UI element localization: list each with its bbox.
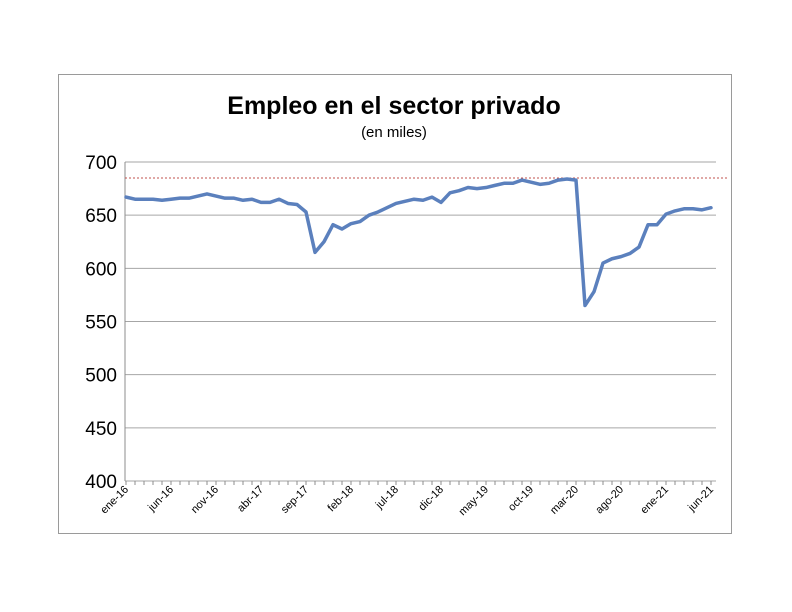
- x-tick-label: sep-17: [279, 484, 311, 516]
- y-tick-label: 700: [85, 153, 117, 174]
- y-tick-label: 600: [85, 259, 117, 280]
- x-tick-label: jul-18: [373, 484, 401, 512]
- y-tick-label: 550: [85, 313, 117, 334]
- x-tick-label: ago-20: [593, 484, 626, 517]
- line-chart: Empleo en el sector privado (en miles) 4…: [85, 92, 728, 518]
- chart-subtitle: (en miles): [361, 124, 427, 141]
- x-tick-label: oct-19: [506, 484, 536, 514]
- gridlines: [125, 161, 716, 482]
- x-tick-label: nov-16: [189, 484, 221, 516]
- x-tick-label: jun-16: [145, 484, 176, 515]
- x-tick-label: ene-21: [638, 484, 671, 517]
- x-tick-label: mar-20: [548, 484, 581, 517]
- series-line-0: [124, 177, 713, 308]
- series-layer: [124, 177, 713, 308]
- chart-frame: Empleo en el sector privado (en miles) 4…: [58, 74, 732, 534]
- y-tick-label: 400: [85, 472, 117, 493]
- x-axis-tick-labels: ene-16 jun-16 nov-16 abr-17 sep-17 feb-18 jul-…: [98, 484, 716, 518]
- x-tick-label: feb-18: [326, 484, 357, 515]
- y-axis-tick-labels: 400 450 500 550 600 650 700: [85, 153, 117, 493]
- x-tick-label: may-19: [457, 484, 491, 518]
- x-tick-label: jun-21: [685, 484, 716, 515]
- y-tick-label: 650: [85, 206, 117, 227]
- chart-title: Empleo en el sector privado: [227, 92, 560, 120]
- y-tick-label: 450: [85, 419, 117, 440]
- axes: [124, 162, 712, 485]
- x-tick-label: abr-17: [235, 484, 266, 515]
- y-tick-label: 500: [85, 366, 117, 387]
- x-tick-label: dic-18: [416, 484, 446, 514]
